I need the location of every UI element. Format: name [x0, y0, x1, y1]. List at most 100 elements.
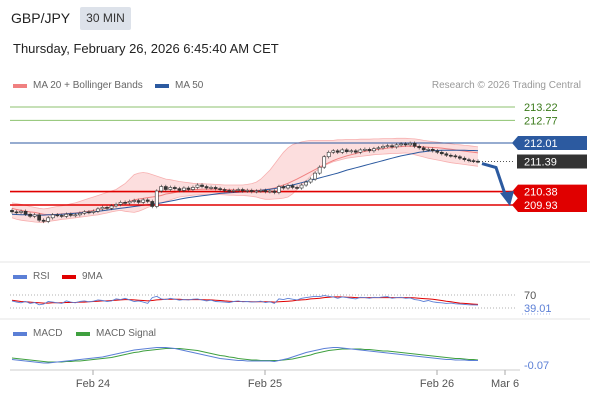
candle-body — [263, 190, 268, 192]
candle-body — [46, 217, 51, 222]
candle-body — [19, 210, 23, 213]
candle-body — [132, 200, 137, 202]
candle-body — [376, 147, 381, 150]
candle-body — [68, 213, 73, 216]
timeframe-badge[interactable]: 30 MIN — [80, 7, 131, 30]
candle-body — [353, 150, 358, 153]
level-label-support_2: 209.93 — [524, 200, 558, 212]
level-label-target_1: 212.77 — [524, 115, 558, 127]
candle-body — [358, 149, 363, 153]
candle-body — [150, 201, 155, 207]
rsi-current-label: 39.01 — [524, 303, 552, 315]
candle-body — [204, 186, 209, 189]
rsi-level-label: 70 — [524, 290, 536, 302]
legend-ma20: MA 20 + Bollinger Bands — [13, 80, 143, 91]
candle-body — [304, 181, 308, 186]
candle-body — [408, 143, 413, 146]
candle-body — [127, 201, 132, 204]
candle-body — [10, 210, 14, 213]
candle-body — [177, 188, 182, 191]
candle-body — [272, 190, 277, 193]
candle-body — [64, 213, 69, 217]
candle-body — [163, 186, 168, 190]
level-label-support_1: 210.38 — [524, 187, 558, 199]
candle-body — [385, 145, 390, 148]
candle-body — [168, 187, 173, 190]
candle-body — [295, 187, 299, 189]
candle-body — [254, 190, 259, 193]
candle-body — [426, 148, 431, 151]
candle-body — [240, 189, 245, 192]
candle-body — [173, 187, 177, 189]
candle-body — [308, 178, 313, 183]
candle-body — [286, 185, 290, 189]
candle-body — [136, 200, 141, 203]
candle-body — [55, 214, 60, 217]
candle-body — [430, 148, 435, 152]
candle-body — [159, 186, 164, 192]
chart-header: GBP/JPY 30 MIN — [0, 0, 590, 36]
candle-body — [231, 190, 236, 192]
candle-body — [340, 149, 345, 153]
candle-body — [462, 157, 467, 161]
bollinger-lower-line — [11, 152, 479, 223]
candle-body — [435, 150, 440, 153]
candle-body — [421, 147, 426, 151]
candle-body — [372, 148, 376, 152]
research-credit: Research © 2026 Trading Central — [431, 80, 581, 91]
legend-ma50: MA 50 — [155, 80, 203, 91]
candle-body — [77, 213, 82, 216]
candle-body — [114, 204, 118, 207]
candle-body — [145, 199, 150, 202]
macd-line — [11, 347, 478, 364]
legend-macd: MACD — [13, 328, 62, 339]
candle-body — [236, 189, 241, 191]
candle-body — [73, 214, 78, 217]
candle-body — [154, 190, 159, 207]
candle-body — [448, 154, 453, 157]
x-tick-label: Feb 25 — [248, 378, 282, 390]
candle-body — [390, 145, 394, 148]
legend-rsi-label: RSI — [33, 271, 50, 282]
x-tick-label: Feb 24 — [76, 378, 110, 390]
bollinger-upper-line — [11, 137, 479, 210]
candle-body — [277, 186, 281, 193]
candle-body — [87, 211, 91, 214]
candle-body — [317, 166, 322, 174]
legend-ma50-label: MA 50 — [175, 80, 204, 91]
candle-body — [381, 146, 385, 149]
x-tick-label: Mar 6 — [491, 378, 519, 390]
candle-body — [313, 172, 317, 180]
candle-body — [213, 187, 218, 189]
candle-body — [32, 214, 37, 217]
current-price-tag — [517, 154, 587, 169]
current-price-label: 211.39 — [524, 157, 557, 169]
candle-body — [326, 151, 331, 158]
chart-timestamp: Thursday, February 26, 2026 6:45:40 AM C… — [13, 41, 279, 56]
candle-body — [344, 149, 349, 152]
candle-body — [191, 187, 195, 190]
candle-body — [141, 199, 146, 203]
candle-body — [399, 143, 403, 146]
level-tag-support_2 — [512, 198, 587, 212]
level-label-target_2: 213.22 — [524, 102, 558, 114]
candle-body — [209, 187, 213, 189]
candle-body — [245, 190, 250, 192]
candle-body — [123, 202, 127, 204]
candle-body — [249, 190, 254, 192]
level-tag-pivot — [512, 136, 587, 151]
candle-body — [59, 215, 64, 217]
forecast-arrow — [481, 162, 508, 198]
instrument-symbol[interactable]: GBP/JPY — [11, 10, 71, 26]
candle-body — [417, 146, 422, 149]
candle-body — [195, 184, 200, 188]
legend-rsi-ma-label: 9MA — [82, 271, 103, 282]
candle-body — [268, 190, 272, 193]
candle-body — [41, 219, 46, 222]
candle-body — [412, 143, 417, 147]
level-label-pivot: 212.01 — [524, 138, 558, 150]
candle-body — [439, 151, 444, 155]
x-tick-label: Feb 26 — [420, 378, 454, 390]
candle-body — [335, 150, 340, 153]
